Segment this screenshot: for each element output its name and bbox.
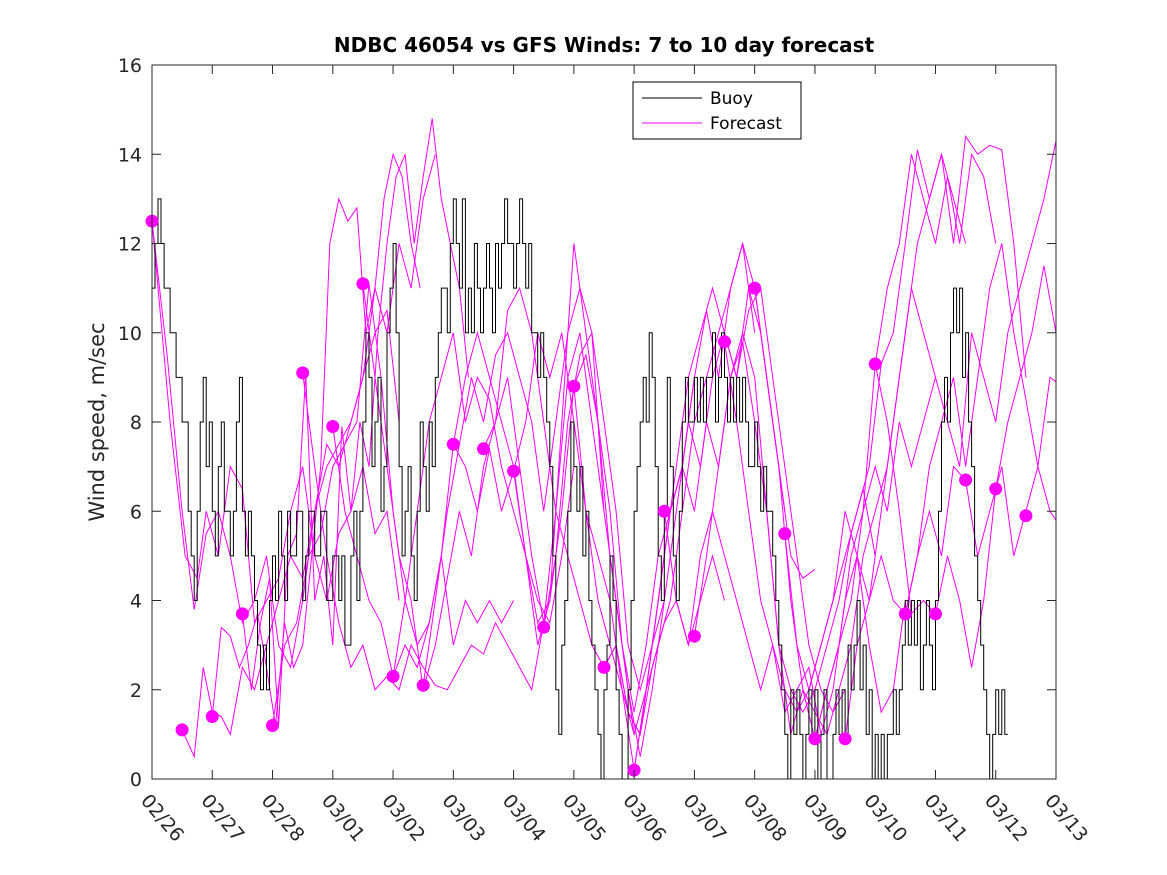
forecast-marker-7 bbox=[356, 277, 370, 291]
forecast-marker-9 bbox=[416, 678, 430, 692]
forecast-marker-1 bbox=[175, 723, 189, 737]
forecast-marker-17 bbox=[657, 504, 671, 518]
legend-buoy-label: Buoy bbox=[710, 89, 753, 109]
forecast-marker-22 bbox=[808, 732, 822, 746]
forecast-marker-27 bbox=[959, 473, 973, 487]
forecast-run-11 bbox=[452, 243, 695, 713]
y-tick-label-8: 16 bbox=[118, 55, 142, 77]
y-axis-label: Wind speed, m/sec bbox=[85, 322, 109, 521]
forecast-marker-20 bbox=[748, 281, 762, 295]
forecast-marker-19 bbox=[718, 335, 731, 349]
forecast-marker-24 bbox=[868, 357, 882, 371]
forecast-run-23 bbox=[814, 140, 1057, 739]
y-tick-label-5: 10 bbox=[118, 323, 142, 345]
data-layer bbox=[145, 118, 1057, 780]
forecast-run-25 bbox=[874, 265, 1057, 668]
forecast-marker-5 bbox=[296, 366, 310, 380]
y-tick-label-4: 8 bbox=[130, 412, 142, 434]
y-tick-label-3: 6 bbox=[130, 501, 142, 523]
forecast-marker-2 bbox=[205, 710, 219, 723]
forecast-marker-11 bbox=[477, 442, 490, 456]
y-tick-label-1: 2 bbox=[130, 680, 142, 702]
forecast-marker-23 bbox=[838, 732, 852, 746]
y-tick-label-6: 12 bbox=[118, 234, 142, 256]
legend-forecast-label: Forecast bbox=[710, 114, 782, 134]
forecast-marker-25 bbox=[898, 607, 912, 621]
forecast-marker-4 bbox=[266, 719, 279, 732]
y-tick-label-2: 4 bbox=[130, 591, 142, 613]
forecast-marker-3 bbox=[235, 607, 249, 621]
forecast-run-8 bbox=[362, 283, 605, 690]
forecast-marker-26 bbox=[929, 607, 942, 621]
forecast-marker-21 bbox=[778, 527, 792, 541]
forecast-marker-13 bbox=[537, 620, 551, 634]
forecast-marker-12 bbox=[507, 464, 521, 478]
forecast-run-10 bbox=[422, 286, 665, 757]
forecast-run-4 bbox=[241, 118, 469, 726]
forecast-run-6 bbox=[302, 372, 545, 692]
legend-box bbox=[632, 81, 802, 140]
chart-title: NDBC 46054 vs GFS Winds: 7 to 10 day for… bbox=[334, 33, 875, 57]
y-tick-label-7: 14 bbox=[118, 144, 142, 166]
forecast-run-22 bbox=[784, 134, 1027, 692]
y-tick-label-0: 0 bbox=[130, 769, 142, 791]
forecast-run-17 bbox=[633, 330, 876, 771]
forecast-marker-14 bbox=[567, 379, 581, 393]
forecast-marker-29 bbox=[1019, 509, 1033, 523]
forecast-run-26 bbox=[904, 243, 1057, 615]
legend: Buoy Forecast bbox=[632, 81, 802, 140]
forecast-marker-8 bbox=[386, 669, 400, 683]
forecast-marker-28 bbox=[989, 482, 1003, 496]
forecast-run-9 bbox=[392, 332, 635, 735]
forecast-marker-10 bbox=[446, 437, 460, 451]
forecast-marker-6 bbox=[326, 420, 340, 433]
forecast-marker-18 bbox=[687, 629, 701, 643]
forecast-run-13 bbox=[513, 243, 756, 737]
forecast-marker-15 bbox=[597, 660, 611, 674]
